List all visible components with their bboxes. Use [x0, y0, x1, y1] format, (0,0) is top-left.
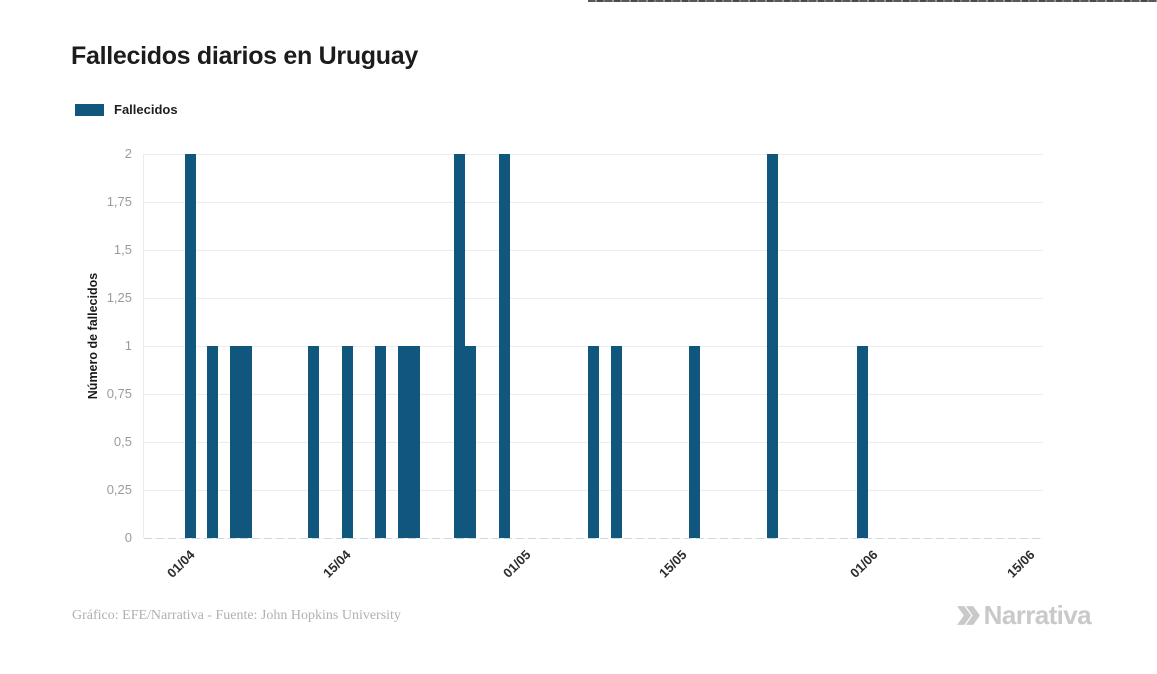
gridline [144, 153, 1043, 155]
x-tick-label: 15/04 [320, 547, 354, 581]
bar-20-04[interactable] [397, 346, 409, 538]
y-tick-label: 1,5 [113, 242, 132, 257]
bar-25-04[interactable] [453, 154, 465, 538]
gridline [144, 297, 1043, 299]
y-tick-label: 0,25 [106, 482, 132, 497]
legend-label: Fallecidos [114, 102, 178, 117]
bar-09-05[interactable] [610, 346, 622, 538]
bar-29-04[interactable] [498, 154, 510, 538]
x-tick-label: 15/05 [656, 547, 690, 581]
bar-15-04[interactable] [341, 346, 353, 538]
window-edge-artifact [588, 0, 1157, 2]
gridline [144, 538, 1043, 539]
chart-title: Fallecidos diarios en Uruguay [71, 42, 418, 70]
y-tick-label: 1,25 [106, 290, 132, 305]
y-tick-label: 0,75 [106, 386, 132, 401]
x-tick-label: 01/06 [846, 547, 881, 581]
bar-01-04[interactable] [185, 154, 196, 538]
legend-swatch-icon [75, 104, 104, 116]
bar-06-04[interactable] [241, 346, 252, 538]
bar-05-04[interactable] [229, 346, 241, 538]
y-tick-label: 0,5 [113, 434, 132, 449]
bar-16-05[interactable] [689, 346, 700, 538]
bar-12-04[interactable] [308, 346, 320, 538]
narrativa-logo-icon [956, 606, 980, 625]
y-tick-label: 1 [124, 338, 132, 353]
y-tick-label: 1,75 [106, 194, 132, 209]
gridline [144, 249, 1043, 251]
gridline [144, 201, 1043, 203]
narrativa-logo: Narrativa [955, 600, 1092, 631]
credit-text: Gráfico: EFE/Narrativa - Fuente: John Ho… [72, 608, 401, 623]
narrativa-logo-text: Narrativa [983, 600, 1092, 630]
plot-area [143, 153, 1043, 539]
bar-18-04[interactable] [375, 346, 387, 538]
bar-31-05[interactable] [857, 346, 868, 538]
legend-item-fallecidos[interactable]: Fallecidos [75, 102, 178, 117]
bar-07-05[interactable] [588, 346, 600, 538]
x-tick-label: 01/04 [163, 547, 198, 581]
bar-26-04[interactable] [465, 346, 476, 538]
bar-03-04[interactable] [207, 346, 219, 538]
bar-21-04[interactable] [409, 346, 420, 538]
x-tick-label: 15/06 [1003, 547, 1038, 581]
y-tick-label: 2 [124, 146, 132, 161]
bar-23-05[interactable] [767, 154, 779, 538]
x-tick-label: 01/05 [499, 547, 534, 581]
y-tick-label: 0 [124, 530, 132, 545]
